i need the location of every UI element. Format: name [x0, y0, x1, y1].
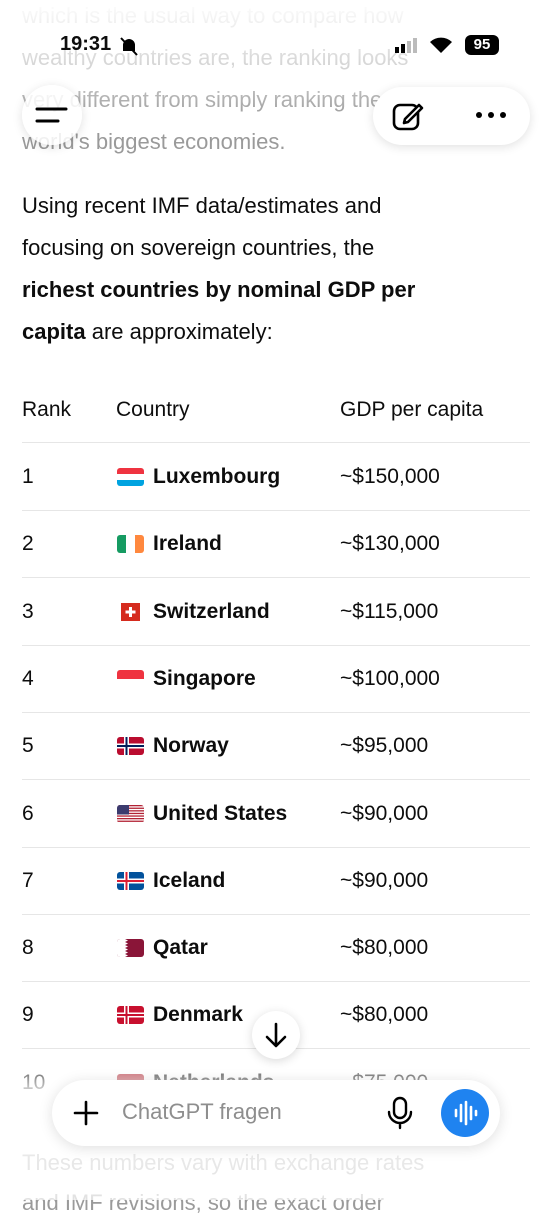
arrow-down-icon: [265, 1022, 287, 1048]
table-divider: [22, 442, 530, 443]
flag: [117, 871, 144, 890]
status-time: 19:31: [60, 33, 112, 55]
row-divider: [22, 644, 530, 646]
gdp-cell: ~$100,000: [340, 666, 440, 690]
country-cell: Iceland: [153, 868, 226, 892]
table-header: Rank: [22, 398, 72, 421]
rank-cell: 1: [22, 465, 34, 488]
voice-icon: [454, 1100, 478, 1126]
paragraph-line: richest countries by nominal GDP per: [22, 269, 415, 311]
menu-icon: [35, 107, 68, 123]
paragraph-text: capita: [22, 319, 86, 344]
row-divider: [22, 913, 530, 915]
country-cell: Switzerland: [153, 599, 270, 623]
gdp-cell: ~$80,000: [340, 1003, 429, 1027]
flag: [117, 535, 144, 554]
flag: [117, 468, 144, 486]
rank-cell: 5: [22, 734, 34, 758]
paragraph-text: Using recent IMF data/estimates and: [22, 193, 382, 218]
flag-icon: [117, 737, 144, 756]
paragraph-line: Using recent IMF data/estimates and: [22, 185, 382, 227]
flag: [117, 939, 144, 958]
flag: [117, 737, 144, 756]
flag-icon: [117, 939, 144, 958]
composer-input[interactable]: ChatGPT fragen: [122, 1099, 282, 1124]
header-actions: [373, 87, 530, 145]
gdp-cell: ~$130,000: [340, 532, 440, 556]
rank-cell: 3: [22, 599, 34, 623]
signal-icon: [395, 38, 417, 53]
flag-icon: [117, 468, 144, 486]
flag: [117, 602, 144, 621]
flag-icon: [117, 871, 144, 890]
paragraph-line: focusing on sovereign countries, the: [22, 227, 374, 269]
flag: [117, 804, 144, 823]
rank-cell: 4: [22, 666, 34, 690]
country-cell: Ireland: [153, 532, 222, 556]
rank-cell: 9: [22, 1003, 34, 1027]
table-header: GDP per capita: [340, 398, 484, 421]
row-divider: [22, 711, 530, 713]
gdp-cell: ~$90,000: [340, 868, 429, 892]
gdp-cell: ~$150,000: [340, 465, 440, 488]
gdp-cell: ~$95,000: [340, 734, 429, 758]
rank-cell: 8: [22, 936, 34, 960]
rank-cell: 2: [22, 532, 34, 556]
voice-button[interactable]: [441, 1089, 489, 1137]
battery: 95: [465, 35, 499, 55]
flag-icon: [117, 535, 144, 554]
paragraph-text: are approximately:: [85, 319, 273, 344]
row-divider: [22, 846, 530, 848]
table-header: Country: [116, 398, 190, 421]
country-cell: United States: [153, 801, 288, 825]
flag: [117, 669, 144, 688]
composer: ChatGPT fragen: [52, 1080, 500, 1146]
country-cell: Qatar: [153, 936, 208, 960]
flag-icon: [117, 1006, 144, 1025]
silent-icon: [120, 37, 138, 56]
new-chat-button[interactable]: [391, 99, 425, 133]
scroll-down-button[interactable]: [252, 1011, 300, 1059]
rank-cell: 7: [22, 868, 34, 892]
gdp-cell: ~$90,000: [340, 801, 429, 825]
mic-button[interactable]: [386, 1096, 414, 1130]
flag: [117, 1006, 144, 1025]
row-divider: [22, 510, 530, 511]
flag-icon: [117, 602, 144, 621]
add-button[interactable]: [72, 1099, 100, 1127]
gdp-cell: ~$80,000: [340, 936, 429, 960]
country-cell: Luxembourg: [153, 465, 281, 488]
country-cell: Norway: [153, 734, 229, 758]
paragraph-text: focusing on sovereign countries, the: [22, 235, 375, 260]
more-button[interactable]: [473, 105, 513, 125]
paragraph-line: capita are approximately:: [22, 311, 273, 353]
row-divider: [22, 577, 530, 579]
flag-icon: [117, 669, 144, 688]
wifi-icon: [430, 37, 452, 53]
menu-button[interactable]: [22, 85, 82, 145]
country-cell: Singapore: [153, 666, 256, 690]
rank-cell: 6: [22, 801, 34, 825]
gdp-cell: ~$115,000: [340, 599, 439, 623]
country-cell: Denmark: [153, 1003, 243, 1027]
row-divider: [22, 779, 530, 781]
flag-icon: [117, 804, 144, 823]
row-divider: [22, 981, 530, 983]
paragraph-text: richest countries by nominal GDP per: [22, 277, 416, 302]
